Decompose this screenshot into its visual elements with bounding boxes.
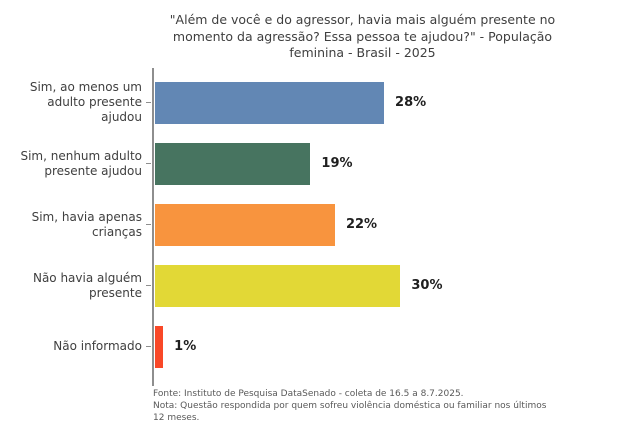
bar-zone: 1% (155, 325, 624, 368)
category-label: Não havia alguém presente (32, 270, 142, 300)
chart-row: Não informado 1% (0, 316, 624, 377)
axis-tick (146, 345, 151, 348)
chart-title-line-1: "Além de você e do agressor, havia mais … (169, 12, 556, 27)
bar (155, 142, 311, 185)
bar-zone: 30% (155, 264, 624, 307)
axis-tick (146, 223, 151, 226)
y-axis-line (152, 68, 154, 386)
axis-tick (146, 284, 151, 287)
bar (155, 203, 335, 246)
footer-source: Fonte: Instituto de Pesquisa DataSenado … (153, 389, 464, 399)
plot-area: Sim, ao menos um adulto presente ajudou 2… (0, 68, 624, 388)
value-label: 1% (174, 339, 197, 354)
bar-zone: 22% (155, 203, 624, 246)
chart-row: Sim, ao menos um adulto presente ajudou 2… (0, 72, 624, 133)
value-label: 30% (411, 278, 443, 293)
category-label: Sim, ao menos um adulto presente ajudou (29, 80, 142, 124)
bar (155, 81, 385, 124)
chart-row: Sim, nenhum adulto presente ajudou 19% (0, 133, 624, 194)
bar (155, 264, 401, 307)
category-label: Sim, nenhum adulto presente ajudou (20, 148, 142, 178)
bar (155, 325, 164, 368)
category-label: Não informado (53, 339, 142, 353)
axis-tick (146, 162, 151, 165)
bar-zone: 19% (155, 142, 624, 185)
value-label: 28% (395, 95, 427, 110)
value-label: 19% (321, 156, 353, 171)
chart-footer: Fonte: Instituto de Pesquisa DataSenado … (153, 388, 553, 424)
category-label: Sim, havia apenas crianças (31, 209, 142, 239)
bar-zone: 28% (155, 81, 624, 124)
chart-title-line-2: momento da agressão? Essa pessoa te ajud… (172, 28, 553, 44)
chart-title-line-3: feminina - Brasil - 2025 (289, 45, 436, 60)
footer-note: Nota: Questão respondida por quem sofreu… (153, 401, 547, 423)
axis-tick (146, 101, 151, 104)
chart-row: Não havia alguém presente 30% (0, 255, 624, 316)
value-label: 22% (345, 217, 378, 232)
chart-title: "Além de você e do agressor, havia mais … (110, 12, 615, 62)
chart-rows: Sim, ao menos um adulto presente ajudou 2… (0, 72, 624, 377)
chart-row: Sim, havia apenas crianças 22% (0, 194, 624, 255)
